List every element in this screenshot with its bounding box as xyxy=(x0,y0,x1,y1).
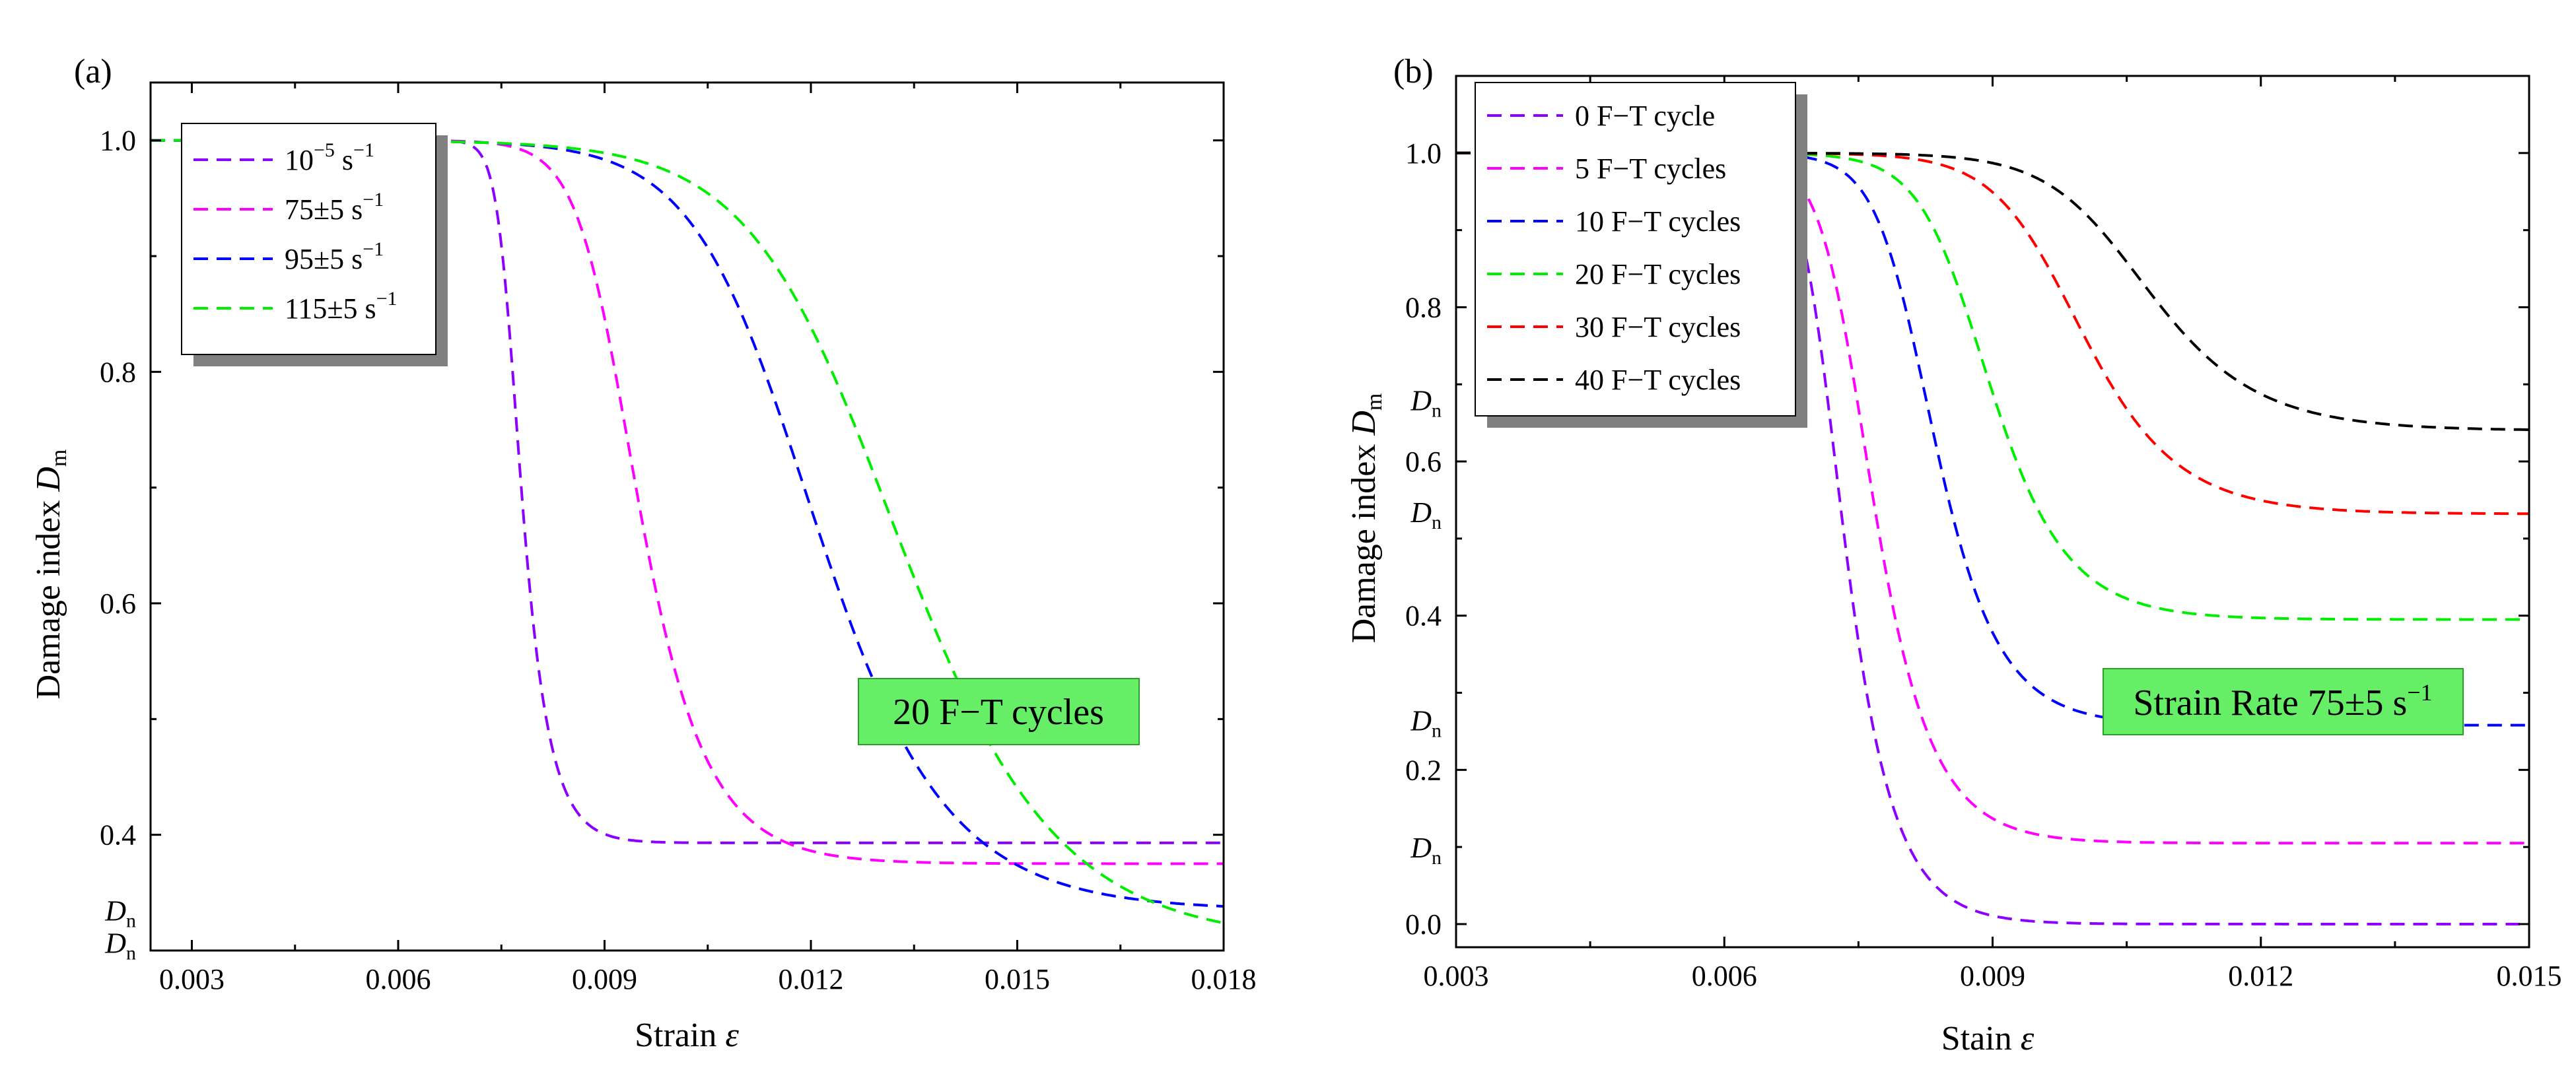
y-tick-label: 0.6 xyxy=(1405,446,1442,478)
annotation-bg-a xyxy=(858,678,1140,745)
legend-items-b: 0 F−T cycle 5 F−T cycles 10 F−T cycles 20 F… xyxy=(1487,100,1741,396)
x-tick-label: 0.003 xyxy=(1424,960,1489,992)
y-tick-label: 0.2 xyxy=(1405,754,1442,786)
annotation-box-b: Strain Rate 75±5 s−1 xyxy=(2103,668,2464,735)
legend-label-2: 5 F−T cycles xyxy=(1575,152,1726,185)
x-tick-label: 0.012 xyxy=(2228,960,2293,992)
x-tick-label: 0.018 xyxy=(1191,963,1257,995)
y-tick-label: 0.4 xyxy=(1405,600,1442,632)
y-tick-label: 0.0 xyxy=(1405,908,1442,941)
series-line-1 xyxy=(151,139,1224,844)
dn-marker-label: Dn xyxy=(104,927,136,964)
dn-marker-label: Dn xyxy=(104,895,136,932)
series-line-1 xyxy=(1456,151,2529,925)
x-tick-label: 0.015 xyxy=(2497,960,2562,992)
x-tick-label: 0.009 xyxy=(1960,960,2025,992)
x-tick-label: 0.003 xyxy=(159,963,225,995)
legend-items-a: 10−5 s−1 75±5 s−1 95±5 s−1 115±5 s−1 xyxy=(193,139,398,325)
series-line-5 xyxy=(1456,151,2529,516)
series-line-6 xyxy=(1456,151,2529,431)
y-tick-label: 0.8 xyxy=(1405,291,1442,323)
x-tick-label: 0.012 xyxy=(779,963,844,995)
dn-markers-b: Dn Dn Dn Dn xyxy=(1410,385,1442,869)
legend-box-a xyxy=(181,123,436,355)
dn-marker-label: Dn xyxy=(1410,832,1442,869)
dn-marker-label: Dn xyxy=(1410,704,1442,741)
x-tick-label: 0.006 xyxy=(366,963,431,995)
chart-panel-a: (a) 0.003 0.006 0.009 0.012 0.015 0.018 0.4 0.6… xyxy=(30,53,1257,1054)
x-tick-label: 0.015 xyxy=(985,963,1050,995)
chart-panel-b: (b) 0.003 0.006 0.009 0.012 0.015 0.0 0.2 0.4 0.… xyxy=(1345,53,2562,1057)
x-tick-label: 0.009 xyxy=(572,963,637,995)
dn-marker-label: Dn xyxy=(1410,385,1442,422)
series-lines-a xyxy=(151,139,1224,925)
legend-box-b xyxy=(1475,82,1796,417)
panel-label-b: (b) xyxy=(1393,53,1434,90)
legend-a: 10−5 s−1 75±5 s−1 95±5 s−1 115±5 s−1 xyxy=(181,123,448,366)
plot-area-a: 0.003 0.006 0.009 0.012 0.015 0.018 0.4 0.6 0.8 1… xyxy=(100,81,1257,995)
series-line-4 xyxy=(151,139,1224,925)
legend-label-5: 30 F−T cycles xyxy=(1575,311,1741,343)
y-axis-title-a: Damage index Dm xyxy=(30,450,71,700)
y-tick-label: 0.8 xyxy=(100,356,136,388)
legend-label-2: 75±5 s−1 xyxy=(285,189,384,226)
legend-label-4: 20 F−T cycles xyxy=(1575,258,1741,290)
x-tick-label: 0.006 xyxy=(1692,960,1757,992)
legend-label-1: 0 F−T cycle xyxy=(1575,100,1715,132)
annotation-text-a: 20 F−T cycles xyxy=(893,692,1104,733)
y-tick-label: 1.0 xyxy=(100,125,136,157)
legend-label-4: 115±5 s−1 xyxy=(285,288,398,325)
axes-frame xyxy=(149,81,1225,952)
annotation-box-a: 20 F−T cycles xyxy=(858,678,1140,745)
series-line-4 xyxy=(1456,151,2529,621)
y-tick-label: 0.6 xyxy=(100,587,136,620)
series-line-2 xyxy=(151,139,1224,865)
y-axis-title-b: Damage index Dm xyxy=(1345,393,1387,644)
panel-label-a: (a) xyxy=(74,53,112,90)
series-line-3 xyxy=(151,139,1224,908)
y-tick-label: 1.0 xyxy=(1405,137,1442,170)
annotation-text-b: Strain Rate 75±5 s−1 xyxy=(2133,679,2432,723)
dn-marker-label: Dn xyxy=(1410,496,1442,533)
series-line-2 xyxy=(1456,151,2529,845)
legend-label-3: 10 F−T cycles xyxy=(1575,205,1741,238)
legend-label-3: 95±5 s−1 xyxy=(285,238,384,275)
x-axis-title-a: Strain ε xyxy=(635,1017,739,1054)
legend-label-6: 40 F−T cycles xyxy=(1575,364,1741,396)
legend-b: 0 F−T cycle 5 F−T cycles 10 F−T cycles 20 F… xyxy=(1475,82,1807,428)
x-axis-title-b: Stain ε xyxy=(1941,1020,2035,1057)
legend-label-1: 10−5 s−1 xyxy=(285,139,374,176)
annotation-bg-b xyxy=(2103,668,2464,735)
y-tick-label: 0.4 xyxy=(100,819,136,852)
